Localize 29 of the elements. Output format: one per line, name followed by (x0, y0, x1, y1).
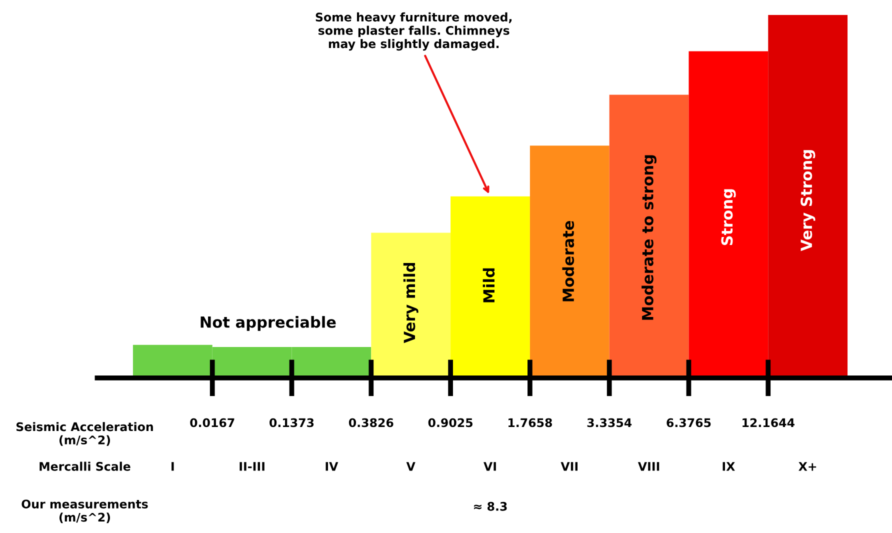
x-tick-label: V (406, 462, 416, 471)
x-tick-label: IV (326, 462, 338, 471)
x-tick-label: II-III (240, 462, 264, 471)
annotation: Moderate to strong (642, 155, 656, 320)
annotation: Some heavy furniture moved, some plaster falls. Chimneys may be slightly damaged. (316, 12, 512, 51)
text: 0.9025 (428, 418, 472, 428)
text: 3.3354 (587, 418, 632, 428)
text: Our measurements (m/s^2) (22, 500, 148, 524)
x-tick-label: VII (560, 462, 578, 471)
text: 1.7658 (508, 418, 552, 428)
text: 0.3826 (348, 418, 394, 428)
annotation: Very Strong (800, 150, 816, 252)
text: 12.1644 (742, 418, 794, 428)
annotation: Strong (721, 189, 736, 246)
x-tick-label: I (172, 462, 174, 471)
x-tick-label: X+ (798, 462, 816, 471)
x-tick-label: VI (484, 462, 496, 471)
annotation: Mild (482, 268, 495, 302)
text: 6.3765 (666, 418, 711, 428)
x-tick-label: IX (722, 462, 735, 471)
annotation: Very mild (403, 262, 418, 344)
x-axis-title: Mercalli Scale (40, 462, 130, 471)
text: ≈ 8.3 (474, 502, 507, 511)
annotation: Moderate (562, 220, 574, 302)
annotation: Not appreciable (200, 316, 336, 331)
x-tick-label: VIII (638, 462, 660, 471)
text: 0.1373 (270, 418, 314, 428)
text: Seismic Acceleration (m/s^2) (16, 422, 153, 446)
text: 0.0167 (190, 418, 234, 428)
